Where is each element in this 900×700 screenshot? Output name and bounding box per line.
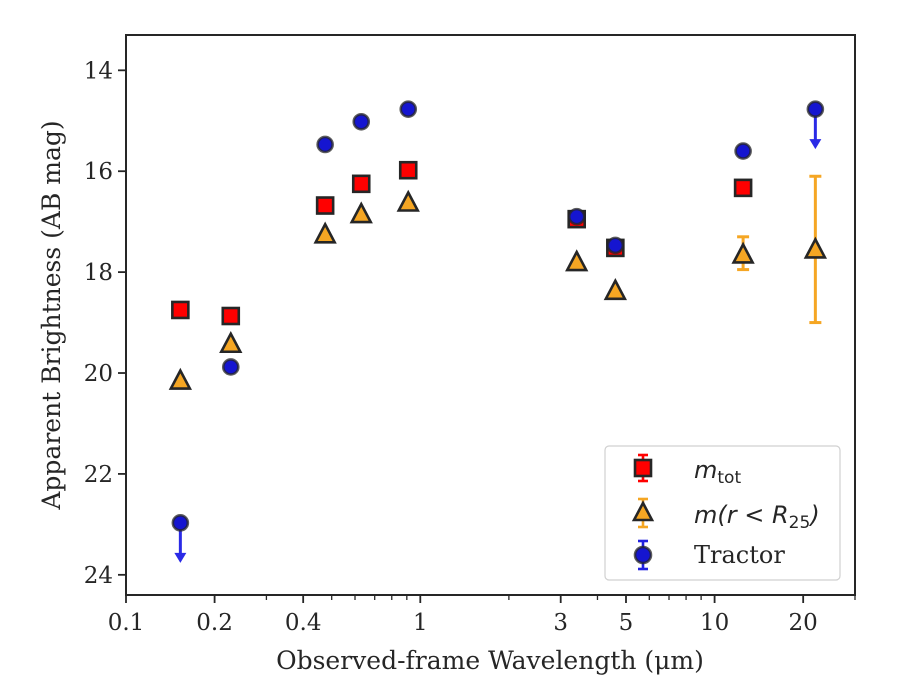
upper-limit-arrowhead bbox=[174, 552, 187, 563]
legend-m-r25-mid: (r < R bbox=[717, 501, 788, 529]
x-axis-label: Observed-frame Wavelength (μm) bbox=[276, 646, 704, 675]
legend-marker-tractor bbox=[633, 539, 653, 571]
marker-m-tot bbox=[398, 160, 418, 180]
marker-m-tot bbox=[171, 300, 190, 320]
marker-m-tot bbox=[733, 178, 753, 198]
y-tick-label: 18 bbox=[84, 260, 113, 286]
marker-m-r25 bbox=[603, 277, 627, 301]
legend-m-r25-pre: m bbox=[694, 501, 717, 529]
marker-m-r25 bbox=[731, 241, 755, 264]
marker-tractor bbox=[567, 207, 586, 226]
x-tick-label: 0.4 bbox=[285, 610, 322, 636]
y-tick-label: 22 bbox=[84, 462, 113, 488]
marker-tractor bbox=[316, 135, 334, 154]
marker-m-r25 bbox=[168, 367, 193, 390]
y-tick-label: 14 bbox=[84, 58, 113, 84]
legend-label-tractor: Tractor bbox=[694, 541, 785, 569]
x-tick-label: 3 bbox=[553, 610, 568, 636]
y-tick-label: 24 bbox=[84, 563, 113, 589]
y-tick-label: 20 bbox=[84, 361, 113, 387]
x-tick-label: 0.1 bbox=[108, 610, 145, 636]
legend-m-r25-post: ) bbox=[808, 501, 819, 529]
marker-tractor bbox=[806, 100, 825, 118]
x-tick-label: 5 bbox=[619, 610, 634, 636]
legend-box bbox=[604, 445, 841, 581]
marker-tractor bbox=[399, 100, 418, 118]
marker-m-tot bbox=[315, 196, 335, 215]
legend-marker-m-tot bbox=[633, 453, 653, 483]
x-tick-label: 1 bbox=[413, 610, 428, 636]
marker-m-r25 bbox=[396, 189, 420, 212]
legend-m-tot-sub: tot bbox=[717, 468, 741, 488]
marker-m-r25 bbox=[349, 201, 373, 224]
marker-tractor bbox=[221, 358, 240, 376]
marker-tractor bbox=[352, 112, 371, 131]
marker-tractor bbox=[734, 142, 752, 160]
marker-tractor bbox=[606, 236, 625, 255]
legend: mtot m(r < R25) Tractor bbox=[604, 445, 841, 581]
upper-limit-arrowhead bbox=[809, 139, 822, 150]
marker-m-tot bbox=[221, 306, 241, 326]
legend-m-r25-sub: 25 bbox=[789, 513, 811, 533]
marker-m-r25 bbox=[313, 221, 337, 244]
x-tick-label: 0.2 bbox=[196, 610, 233, 636]
data-marks bbox=[168, 100, 828, 563]
y-axis-label: Apparent Brightness (AB mag) bbox=[37, 120, 66, 510]
marker-tractor bbox=[171, 514, 190, 532]
x-tick-label: 20 bbox=[789, 610, 818, 636]
marker-m-r25 bbox=[565, 249, 589, 272]
legend-label-m-r25: m(r < R25) bbox=[694, 501, 820, 533]
x-tick-label: 10 bbox=[700, 610, 729, 636]
y-tick-label: 16 bbox=[84, 159, 113, 185]
marker-m-tot bbox=[351, 174, 371, 194]
marker-m-r25 bbox=[219, 330, 243, 354]
legend-marker-m-r25 bbox=[631, 497, 655, 529]
legend-m-tot-base: m bbox=[694, 456, 717, 484]
legend-label-m-tot: mtot bbox=[694, 456, 741, 488]
axis-ticks: 0.1 0.2 0.4 1 3 5 10 20 14 16 18 20 22 24 bbox=[84, 58, 856, 636]
marker-m-r25 bbox=[803, 236, 828, 259]
